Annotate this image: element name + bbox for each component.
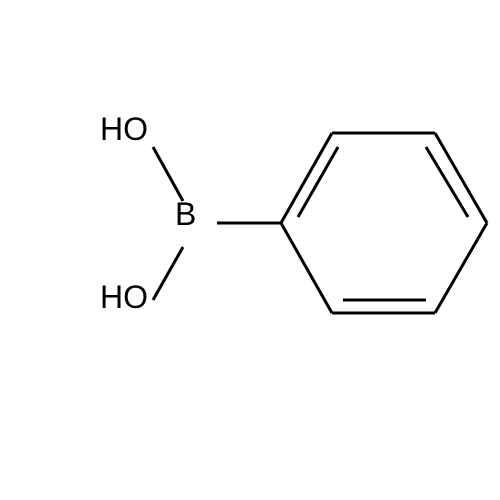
bond: [435, 223, 487, 313]
bond: [281, 223, 332, 313]
bonds: [153, 133, 487, 313]
bond: [153, 147, 183, 201]
bond: [435, 133, 487, 223]
atom-B: B: [175, 196, 196, 232]
atom-OH_bottom: HO: [100, 279, 148, 315]
atom-labels: HO HO B: [100, 111, 196, 315]
molecule-diagram: HO HO B: [0, 0, 500, 500]
atom-OH_top: HO: [100, 111, 148, 147]
bond: [153, 247, 183, 300]
bond: [281, 133, 332, 223]
